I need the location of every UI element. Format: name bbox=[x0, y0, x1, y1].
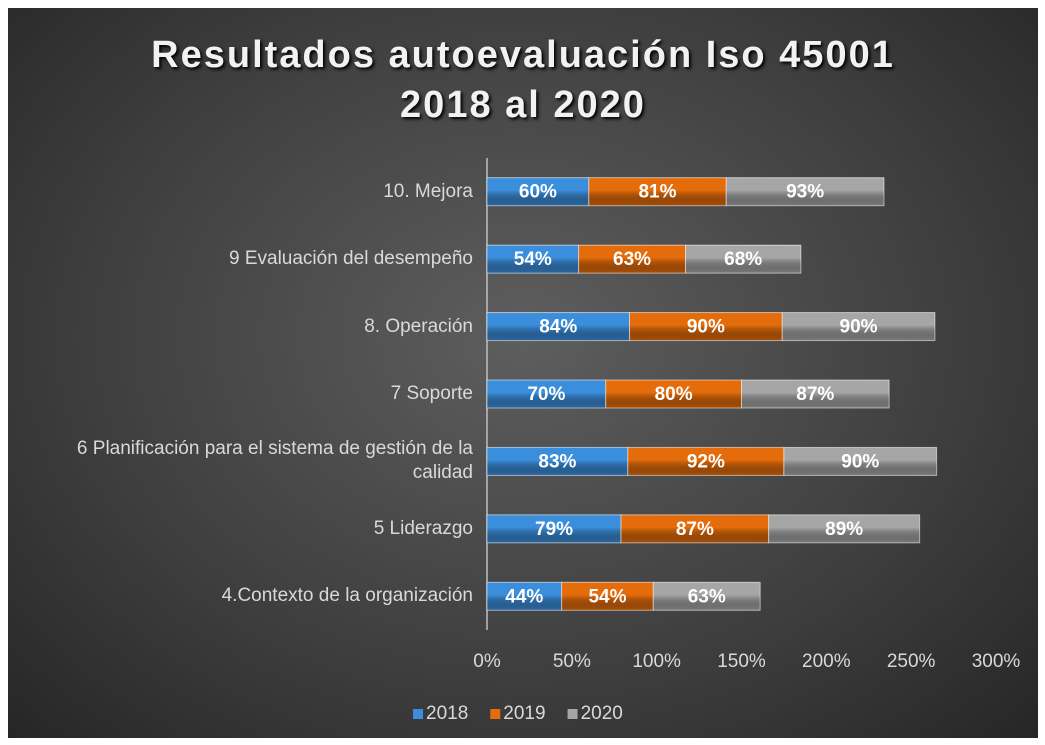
bar-shade bbox=[486, 446, 629, 476]
data-label: 63% bbox=[688, 586, 726, 607]
y-tick-label: 6 Planificación para el sistema de gesti… bbox=[76, 438, 473, 484]
legend-swatch bbox=[413, 709, 423, 719]
chart: Resultados autoevaluación Iso 45001 2018… bbox=[8, 8, 1038, 738]
x-tick-label: 250% bbox=[887, 651, 936, 672]
legend-swatch bbox=[490, 709, 501, 719]
x-tick-label: 200% bbox=[802, 651, 851, 672]
x-tick-label: 50% bbox=[553, 651, 591, 672]
bar-shade bbox=[768, 514, 921, 544]
data-label: 44% bbox=[505, 586, 543, 607]
data-label: 79% bbox=[535, 519, 573, 540]
x-tick-label: 300% bbox=[972, 651, 1021, 672]
data-label: 90% bbox=[841, 451, 879, 472]
y-tick-label: 5 Liderazgo bbox=[373, 517, 473, 539]
data-label: 70% bbox=[527, 384, 565, 405]
bar-shade bbox=[486, 581, 563, 611]
x-tick-label: 100% bbox=[632, 651, 681, 672]
y-tick-label: 9 Evaluación del desempeño bbox=[228, 248, 473, 270]
y-tick-label: 8. Operación bbox=[364, 315, 473, 337]
bar-shade bbox=[578, 244, 687, 274]
data-label: 54% bbox=[514, 249, 552, 270]
bar-shade bbox=[561, 581, 654, 611]
y-tick-label: 4.Contexto de la organización bbox=[221, 585, 473, 607]
bar-shade bbox=[588, 177, 727, 207]
bar-shade bbox=[620, 514, 770, 544]
data-label: 89% bbox=[825, 519, 863, 540]
plot: 0% 50% 100% 150% 200% 250% 300% 60% 81% 93% 54% 63%… bbox=[413, 158, 1021, 724]
data-label: 90% bbox=[687, 317, 725, 338]
data-label: 87% bbox=[676, 519, 714, 540]
bar-shade bbox=[781, 312, 936, 342]
data-label: 54% bbox=[588, 586, 626, 607]
legend-label: 2019 bbox=[503, 703, 545, 724]
y-tick-label: 7 Soporte bbox=[390, 383, 473, 404]
legend-swatch bbox=[567, 709, 578, 719]
bar-shade bbox=[783, 446, 938, 476]
data-label: 83% bbox=[538, 451, 576, 472]
data-label: 90% bbox=[840, 317, 878, 338]
data-label: 87% bbox=[796, 384, 834, 405]
y-tick-label: 10. Mejora bbox=[383, 180, 473, 202]
bar-shade bbox=[486, 244, 580, 274]
data-label: 68% bbox=[724, 249, 762, 270]
bar-shade bbox=[685, 244, 802, 274]
data-label: 81% bbox=[638, 182, 676, 203]
x-tick-label: 0% bbox=[473, 651, 501, 672]
data-label: 80% bbox=[655, 384, 693, 405]
data-label: 92% bbox=[687, 451, 725, 472]
x-tick-label: 150% bbox=[717, 651, 766, 672]
data-label: 60% bbox=[519, 182, 557, 203]
data-label: 84% bbox=[539, 317, 577, 338]
bar-shade bbox=[741, 379, 890, 409]
data-label: 63% bbox=[613, 249, 651, 270]
legend-label: 2020 bbox=[581, 703, 623, 724]
data-label: 93% bbox=[786, 182, 824, 203]
chart-title: Resultados autoevaluación Iso 45001 2018… bbox=[151, 34, 895, 126]
bar-shade bbox=[605, 379, 742, 409]
bar-shade bbox=[486, 379, 607, 409]
bar-shade bbox=[725, 177, 885, 207]
legend-label: 2018 bbox=[426, 703, 468, 724]
bar-shade bbox=[652, 581, 761, 611]
